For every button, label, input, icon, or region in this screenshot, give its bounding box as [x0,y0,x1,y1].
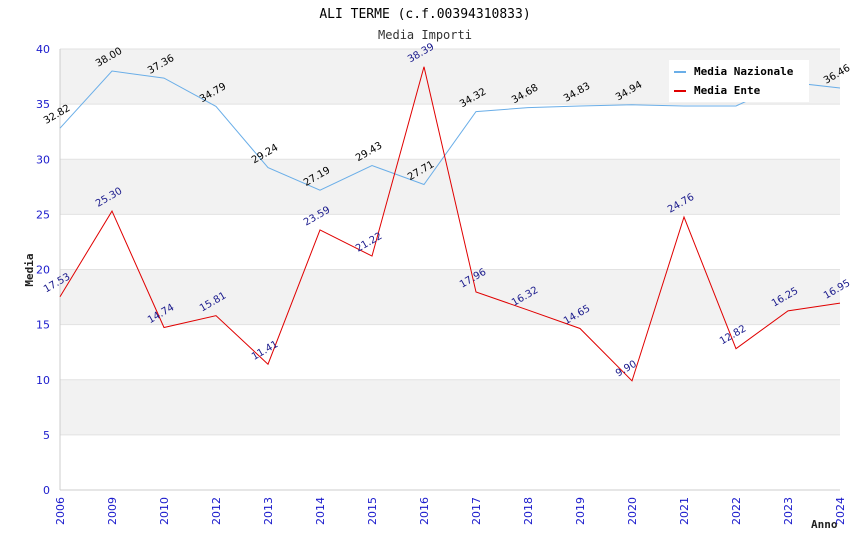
y-tick-label: 20 [36,264,50,277]
data-label: 11.41 [250,339,280,363]
y-tick-label: 35 [36,98,50,111]
x-tick-label: 2012 [210,497,223,525]
plot-band [60,269,840,325]
chart-subtitle: Media Importi [378,28,472,42]
y-axis-ticks: 0 5 10 15 20 25 30 35 40 [36,43,50,497]
x-tick-label: 2023 [782,497,795,525]
series-line-media-ente [59,66,841,382]
x-axis-ticks: 2006 2009 2010 2012 2013 2014 2015 2016 2017 2018… [54,497,847,525]
x-tick-label: 2015 [366,497,379,525]
legend: Media Nazionale Media Ente [669,60,809,102]
x-tick-label: 2009 [106,497,119,525]
y-tick-label: 0 [43,484,50,497]
legend-label-media-nazionale: Media Nazionale [694,65,794,78]
grid-lines [59,48,840,491]
x-axis-label: Anno [811,518,838,531]
y-tick-label: 40 [36,43,50,56]
plot-band [60,159,840,215]
plot-bands [60,49,840,435]
y-tick-label: 25 [36,208,50,221]
data-label: 21.22 [354,231,384,255]
y-tick-label: 30 [36,153,50,166]
x-tick-label: 2022 [730,497,743,525]
x-tick-label: 2020 [626,497,639,525]
plot-band [60,379,840,435]
y-tick-label: 5 [43,429,50,442]
chart-title: ALI TERME (c.f.00394310833) [319,7,530,22]
x-tick-label: 2024 [834,497,847,525]
legend-label-media-ente: Media Ente [694,84,761,97]
x-tick-label: 2021 [678,497,691,525]
x-tick-label: 2016 [418,497,431,525]
x-tick-label: 2017 [470,497,483,525]
series-lines [59,66,841,382]
series-line-media-nazionale [59,70,841,191]
x-tick-label: 2010 [158,497,171,525]
y-axis-label: Media [23,253,36,286]
x-tick-label: 2019 [574,497,587,525]
y-tick-label: 10 [36,374,50,387]
data-label: 12.82 [718,323,748,347]
x-tick-label: 2014 [314,497,327,525]
y-tick-label: 15 [36,319,50,332]
x-tick-label: 2018 [522,497,535,525]
data-label: 9.90 [614,359,639,380]
legend-box [669,60,809,102]
x-tick-label: 2013 [262,497,275,525]
x-tick-label: 2006 [54,497,67,525]
